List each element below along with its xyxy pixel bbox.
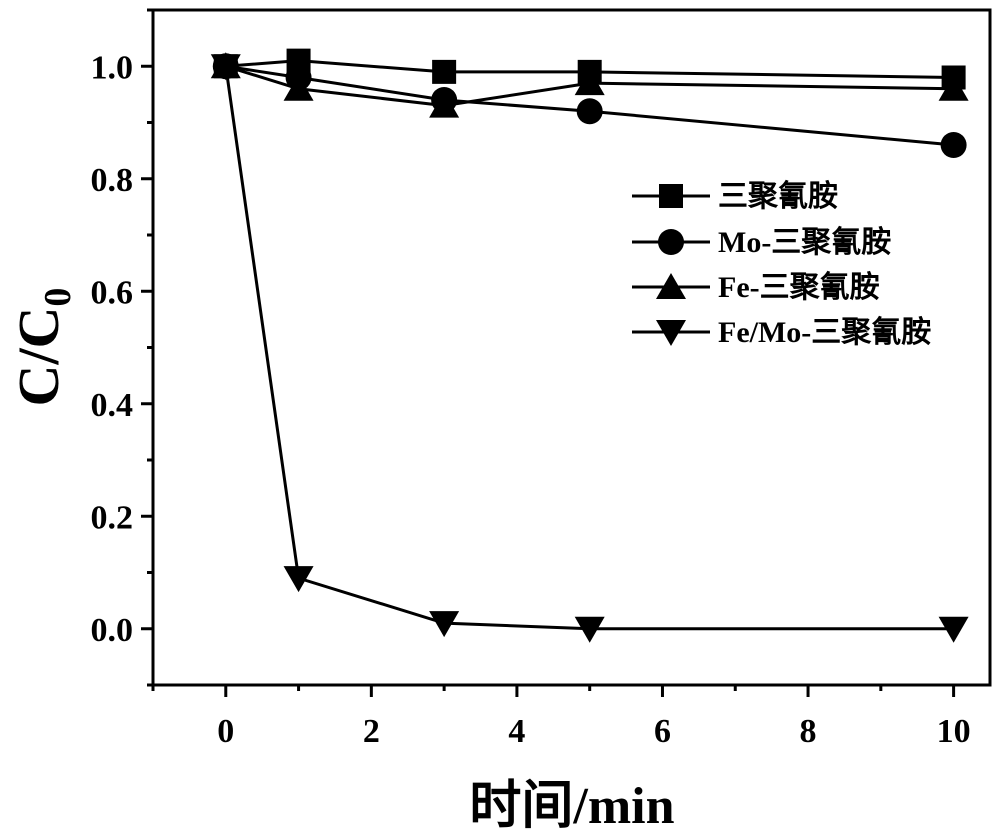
legend-item: Fe/Mo-三聚氰胺 <box>632 316 931 349</box>
x-tick-label: 4 <box>508 713 525 750</box>
x-axis-label: 时间/min <box>469 778 674 835</box>
legend-label: Mo-三聚氰胺 <box>718 226 891 259</box>
y-axis-label-subscript: 0 <box>37 288 79 307</box>
data-point <box>432 60 456 84</box>
svg-text:C/C0: C/C0 <box>6 288 79 407</box>
legend-label: Fe-三聚氰胺 <box>718 271 880 304</box>
legend-label: Fe/Mo-三聚氰胺 <box>718 316 931 349</box>
data-point <box>941 132 967 158</box>
legend-marker <box>658 229 684 255</box>
legend: 三聚氰胺 Mo-三聚氰胺 Fe-三聚氰胺 Fe/Mo-三聚氰胺 <box>632 180 931 349</box>
legend-item: 三聚氰胺 <box>632 180 838 213</box>
axis-ticks <box>141 10 954 697</box>
legend-item: Mo-三聚氰胺 <box>632 226 891 259</box>
y-axis-label-group: C/C0 <box>6 288 79 407</box>
x-tick-label: 6 <box>654 713 671 750</box>
x-tick-label: 8 <box>800 713 817 750</box>
axis-tick-labels: 0 2 4 6 8 10 0.0 0.2 0.4 0.6 0.8 1.0 <box>91 49 971 750</box>
y-axis-label: C/C <box>6 307 71 407</box>
y-tick-label: 0.4 <box>91 387 134 424</box>
data-point <box>577 98 603 124</box>
y-tick-label: 0.2 <box>91 499 134 536</box>
y-tick-label: 1.0 <box>91 49 134 86</box>
y-tick-label: 0.8 <box>91 162 134 199</box>
x-tick-label: 10 <box>937 713 971 750</box>
y-tick-label: 0.6 <box>91 274 134 311</box>
x-tick-label: 0 <box>217 713 234 750</box>
y-tick-label: 0.0 <box>91 612 134 649</box>
data-point <box>284 566 314 592</box>
legend-label: 三聚氰胺 <box>718 180 838 213</box>
x-tick-label: 2 <box>363 713 380 750</box>
legend-marker <box>659 184 683 208</box>
legend-item: Fe-三聚氰胺 <box>632 271 880 304</box>
